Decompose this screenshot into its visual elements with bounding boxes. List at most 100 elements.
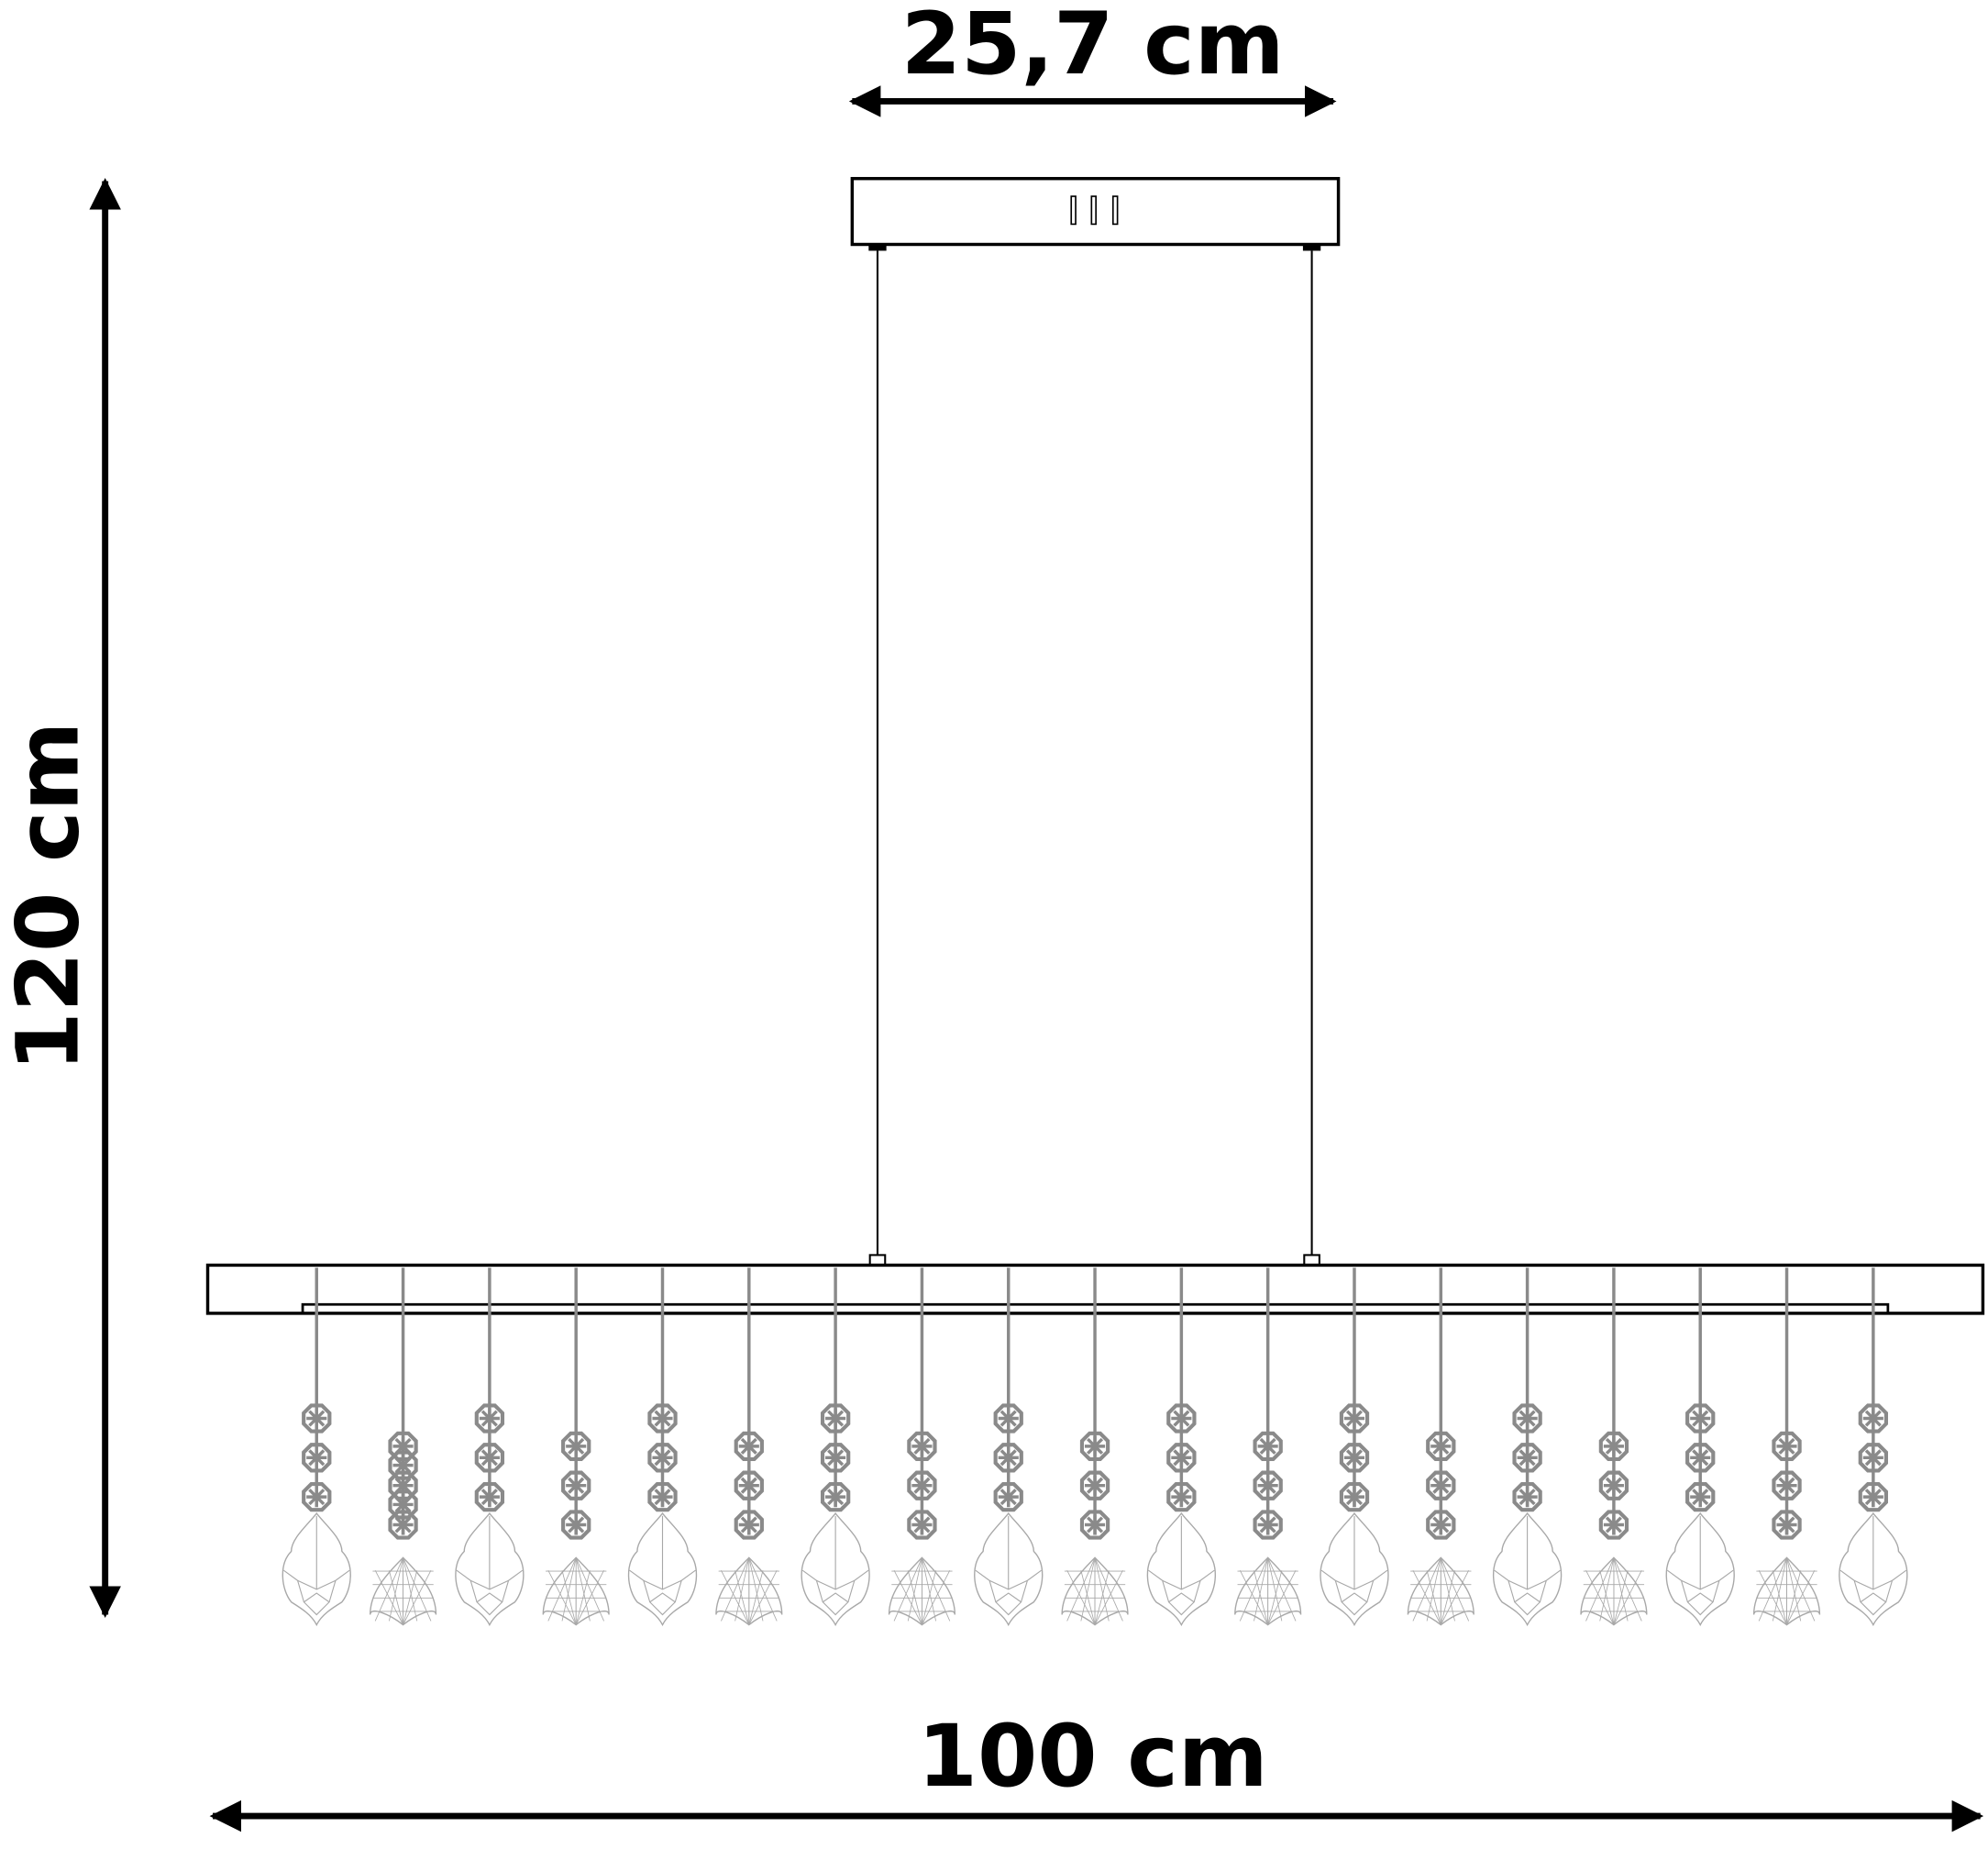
bead-icon bbox=[820, 1403, 851, 1434]
bead-facet bbox=[1778, 1516, 1795, 1533]
bead-icon bbox=[993, 1403, 1023, 1434]
bead-facet bbox=[1605, 1516, 1622, 1533]
bead-facet bbox=[1259, 1516, 1276, 1533]
bead-icon bbox=[1339, 1443, 1370, 1473]
crystal-pendants bbox=[282, 1268, 1908, 1627]
bead-facet bbox=[394, 1496, 412, 1513]
bead-facet bbox=[1173, 1489, 1190, 1506]
bead-icon bbox=[388, 1450, 418, 1480]
bead-icon bbox=[1858, 1443, 1888, 1473]
bead-icon bbox=[993, 1481, 1023, 1512]
bead-facet bbox=[1778, 1477, 1795, 1494]
bead-facet bbox=[308, 1449, 326, 1467]
pointed-crystal-icon bbox=[1146, 1511, 1216, 1627]
pendant-3 bbox=[455, 1268, 525, 1627]
bead-facet bbox=[480, 1410, 498, 1427]
bead-facet bbox=[1087, 1477, 1104, 1494]
pendant-16 bbox=[1580, 1268, 1648, 1626]
bead-facet bbox=[1864, 1449, 1882, 1467]
bead-icon bbox=[1685, 1443, 1716, 1473]
pointed-crystal-icon bbox=[1665, 1511, 1735, 1627]
top-width-label: 25,7 cm bbox=[901, 0, 1285, 94]
bead-icon bbox=[993, 1443, 1023, 1473]
pendant-8 bbox=[888, 1268, 956, 1626]
bead-facet bbox=[1345, 1410, 1364, 1427]
bead-facet bbox=[1173, 1449, 1190, 1467]
pendant-5 bbox=[627, 1268, 698, 1627]
bead-icon bbox=[388, 1489, 418, 1520]
bead-icon bbox=[734, 1431, 764, 1462]
bead-facet bbox=[1259, 1477, 1276, 1494]
pointed-crystal-icon bbox=[1492, 1511, 1563, 1627]
bead-facet bbox=[568, 1437, 585, 1455]
bead-facet bbox=[568, 1477, 585, 1494]
bead-facet bbox=[654, 1489, 671, 1506]
bead-icon bbox=[302, 1481, 332, 1512]
pendant-19 bbox=[1839, 1268, 1908, 1627]
bead-icon bbox=[1598, 1431, 1629, 1462]
bead-facet bbox=[1087, 1516, 1104, 1533]
bead-facet bbox=[740, 1516, 757, 1533]
bead-icon bbox=[734, 1510, 764, 1540]
bead-icon bbox=[1512, 1443, 1542, 1473]
bead-icon bbox=[474, 1443, 505, 1473]
bead-facet bbox=[1692, 1489, 1709, 1506]
bead-icon bbox=[474, 1403, 505, 1434]
bead-icon bbox=[1858, 1481, 1888, 1512]
bead-icon bbox=[302, 1403, 332, 1434]
bead-facet bbox=[1000, 1489, 1017, 1506]
bead-facet bbox=[1432, 1437, 1450, 1455]
bead-icon bbox=[1685, 1403, 1716, 1434]
pointed-crystal-icon bbox=[1320, 1511, 1389, 1627]
pendant-12 bbox=[1234, 1268, 1302, 1626]
bead-facet bbox=[1000, 1410, 1017, 1427]
bead-icon bbox=[1339, 1403, 1370, 1434]
bead-facet bbox=[1432, 1477, 1450, 1494]
pendant-18 bbox=[1752, 1268, 1821, 1626]
bead-icon bbox=[474, 1481, 505, 1512]
bead-icon bbox=[1512, 1481, 1542, 1512]
bead-icon bbox=[561, 1470, 591, 1500]
pointed-crystal-icon bbox=[801, 1511, 870, 1627]
bead-icon bbox=[1858, 1403, 1888, 1434]
bead-icon bbox=[1166, 1443, 1197, 1473]
bead-icon bbox=[734, 1470, 764, 1500]
bead-icon bbox=[647, 1481, 678, 1512]
bead-icon bbox=[1685, 1481, 1716, 1512]
canopy-slot bbox=[1111, 195, 1119, 226]
pendant-9 bbox=[974, 1268, 1044, 1627]
bead-icon bbox=[388, 1431, 418, 1462]
bead-facet bbox=[1519, 1449, 1536, 1467]
bead-facet bbox=[394, 1456, 412, 1474]
bead-icon bbox=[1598, 1510, 1629, 1540]
bead-icon bbox=[1079, 1431, 1110, 1462]
bead-facet bbox=[913, 1516, 931, 1533]
bead-icon bbox=[907, 1431, 937, 1462]
bead-icon bbox=[561, 1510, 591, 1540]
bead-facet bbox=[1605, 1437, 1622, 1455]
pointed-crystal-icon bbox=[627, 1511, 698, 1627]
bead-facet bbox=[654, 1410, 671, 1427]
pendant-4 bbox=[542, 1268, 610, 1626]
pendant-17 bbox=[1665, 1268, 1735, 1627]
bead-icon bbox=[1772, 1470, 1802, 1500]
bead-icon bbox=[1166, 1481, 1197, 1512]
bead-icon bbox=[907, 1510, 937, 1540]
bead-facet bbox=[1692, 1449, 1709, 1467]
bead-icon bbox=[1426, 1510, 1456, 1540]
bead-icon bbox=[561, 1431, 591, 1462]
bead-icon bbox=[302, 1443, 332, 1473]
bead-facet bbox=[308, 1410, 326, 1427]
bead-facet bbox=[827, 1489, 845, 1506]
bead-facet bbox=[1173, 1410, 1190, 1427]
bead-icon bbox=[1079, 1470, 1110, 1500]
canopy-slot bbox=[1070, 195, 1077, 226]
bead-facet bbox=[568, 1516, 585, 1533]
pointed-crystal-icon bbox=[974, 1511, 1044, 1627]
pointed-crystal-icon bbox=[282, 1511, 351, 1627]
bead-facet bbox=[740, 1477, 757, 1494]
pendant-15 bbox=[1492, 1268, 1563, 1627]
bead-facet bbox=[1000, 1449, 1017, 1467]
bead-facet bbox=[480, 1489, 498, 1506]
